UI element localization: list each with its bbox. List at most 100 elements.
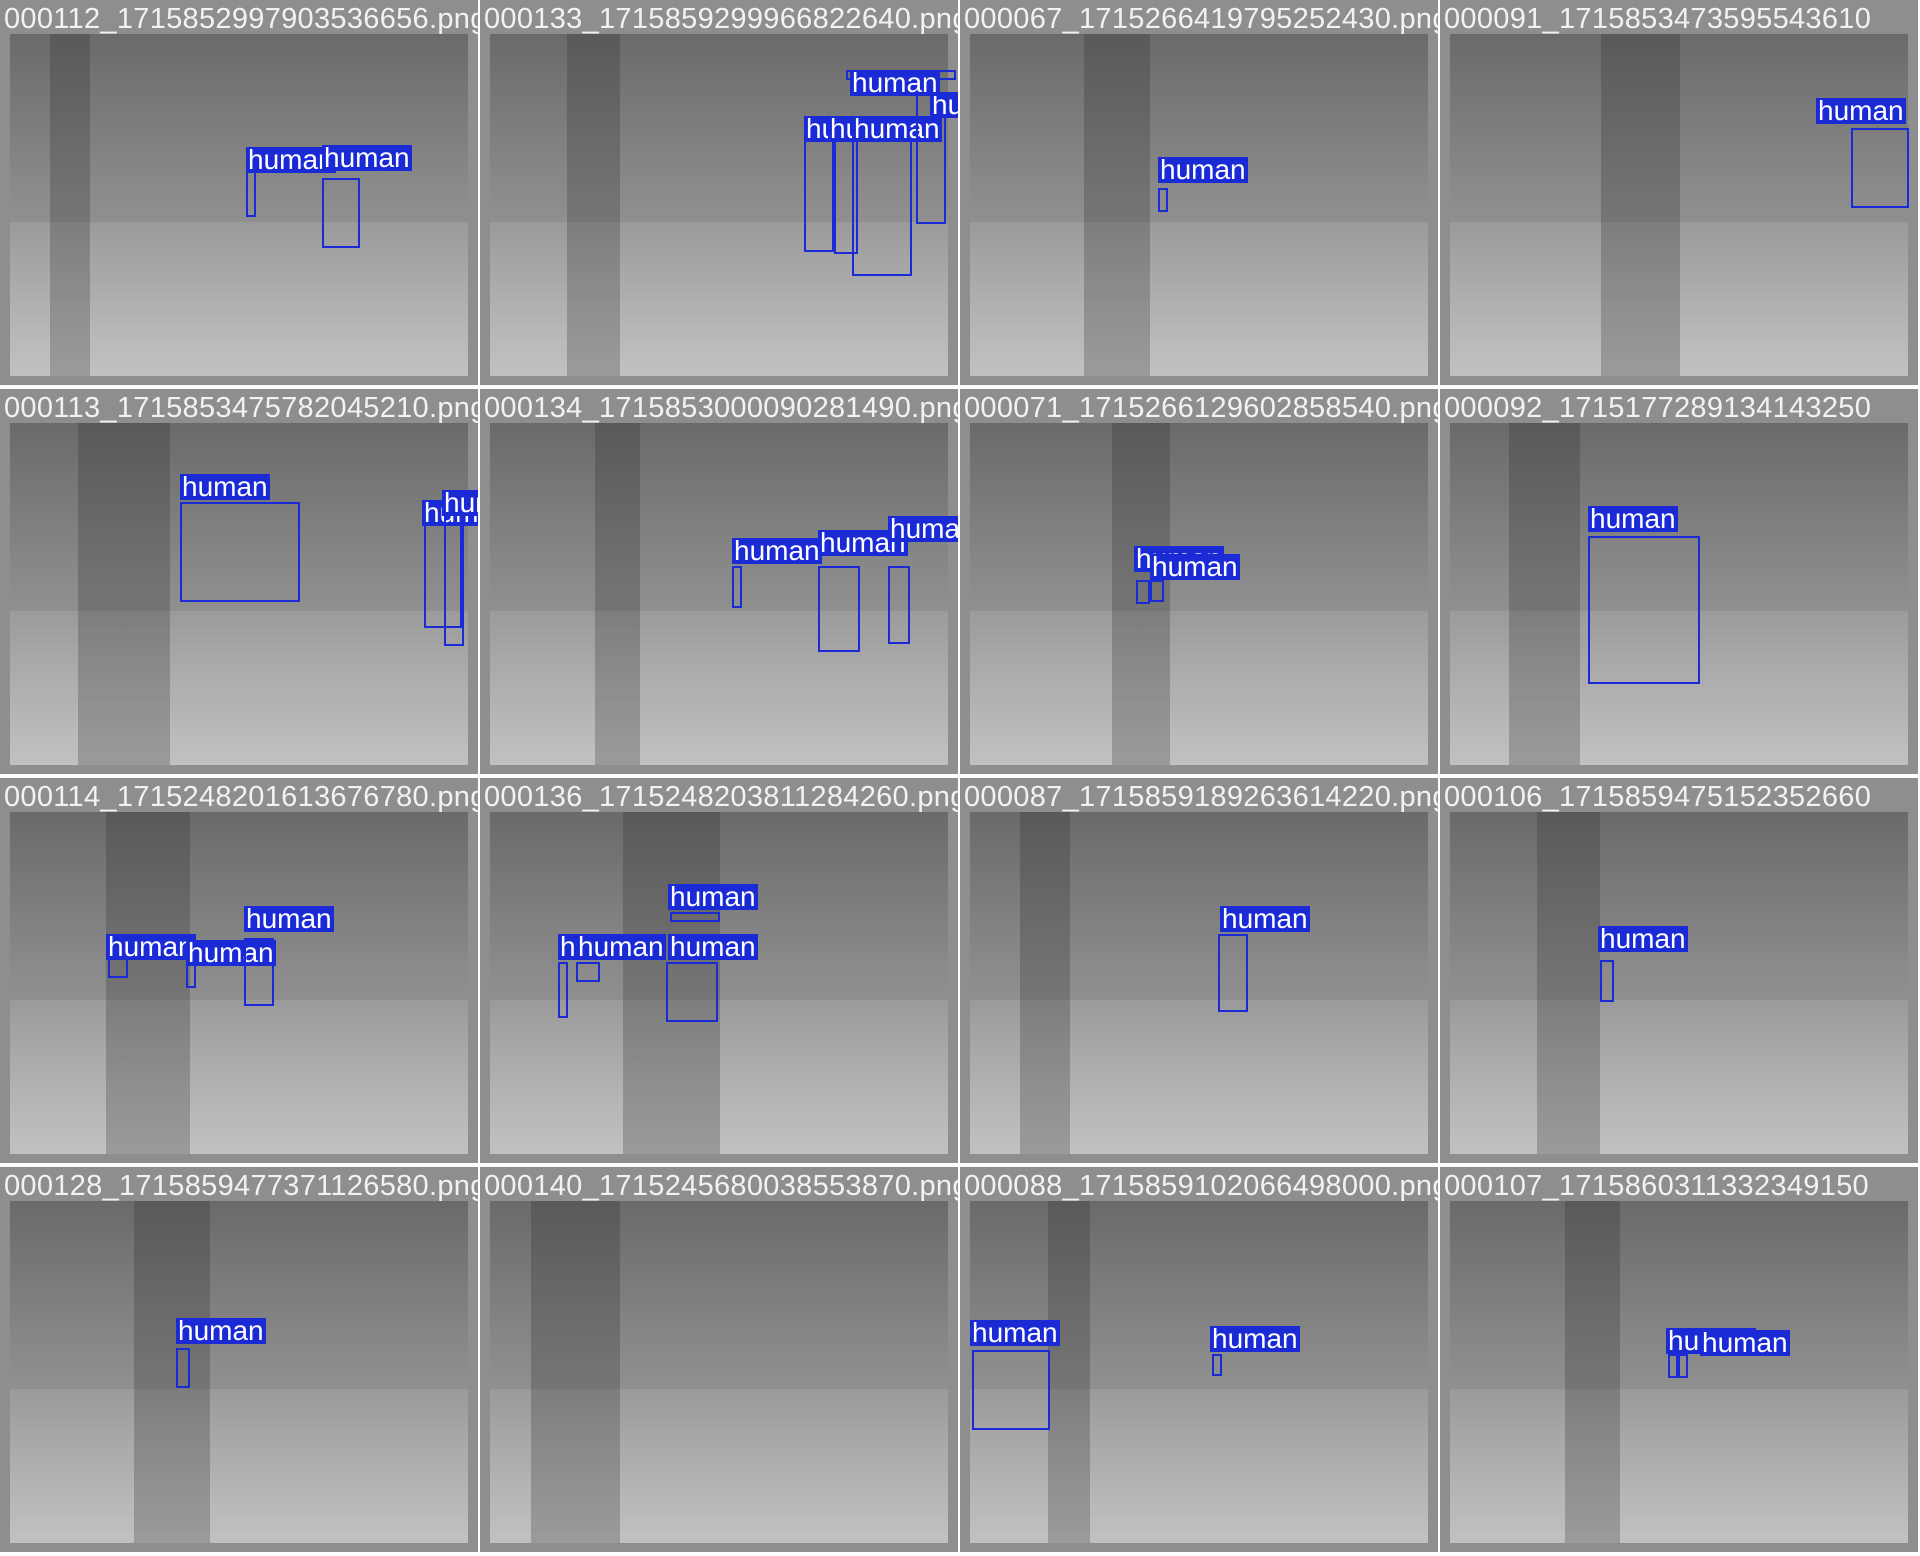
image-tile: 000140_1715245680038553870.png <box>480 1167 958 1552</box>
detection-label: human <box>850 67 940 98</box>
floor-shading <box>970 1000 1428 1154</box>
wall-shading <box>1601 34 1680 376</box>
floor-shading <box>970 611 1428 765</box>
detection-label: human <box>852 113 942 144</box>
bounding-box <box>1851 128 1909 208</box>
wall-shading <box>106 812 190 1154</box>
thermal-frame <box>10 1201 468 1543</box>
bounding-box <box>1588 536 1700 684</box>
tile-caption: 000087_1715859189263614220.png <box>964 781 1438 813</box>
tile-caption: 000106_1715859475152352660 <box>1444 781 1872 813</box>
image-tile: 000134_1715853000090281490.png <box>480 389 958 774</box>
floor-shading <box>490 1000 948 1154</box>
image-tile: 000091_1715853473595543610 <box>1440 0 1918 385</box>
tile-caption: 000133_1715859299966822640.png <box>484 3 958 35</box>
bounding-box <box>244 938 274 1006</box>
thermal-frame <box>490 423 948 765</box>
detection-label: human <box>668 881 758 912</box>
column-separator <box>958 0 960 1556</box>
bounding-box <box>444 506 464 646</box>
image-tile: 000114_1715248201613676780.png <box>0 778 478 1163</box>
bounding-box <box>176 1348 190 1388</box>
image-tile: 000071_1715266129602858540.png <box>960 389 1438 774</box>
image-tile: 000067_1715266419795252430.png <box>960 0 1438 385</box>
detection-label: human <box>732 535 822 566</box>
floor-shading <box>10 222 468 376</box>
detection-label: human <box>180 471 270 502</box>
wall-shading <box>1565 1201 1620 1543</box>
bounding-box <box>1150 580 1164 602</box>
thermal-frame <box>970 812 1428 1154</box>
detection-label: human <box>1700 1327 1790 1358</box>
floor-shading <box>1450 611 1908 765</box>
image-tile: 000107_1715860311332349150 <box>1440 1167 1918 1552</box>
bounding-box <box>1212 1354 1222 1376</box>
bounding-box <box>1678 1354 1688 1378</box>
tile-caption: 000112_1715852997903536656.png <box>4 3 478 35</box>
detection-label: human <box>576 931 666 962</box>
wall-shading <box>134 1201 210 1543</box>
thermal-frame <box>970 34 1428 376</box>
tile-caption: 000071_1715266129602858540.png <box>964 392 1438 424</box>
tile-caption: 000134_1715853000090281490.png <box>484 392 958 424</box>
wall-shading <box>531 1201 620 1543</box>
tile-caption: 000128_1715859477371126580.png <box>4 1170 478 1202</box>
wall-shading <box>50 34 90 376</box>
detection-label: human <box>1150 551 1240 582</box>
detection-label: human <box>186 937 276 968</box>
thermal-frame <box>490 1201 948 1543</box>
detection-label: human <box>1220 903 1310 934</box>
detection-label: human <box>1588 503 1678 534</box>
thermal-frame <box>490 812 948 1154</box>
bounding-box <box>666 962 718 1022</box>
tile-caption: 000114_1715248201613676780.png <box>4 781 478 813</box>
bounding-box <box>888 566 910 644</box>
tile-caption: 000067_1715266419795252430.png <box>964 3 1438 35</box>
image-tile: 000092_1715177289134143250 <box>1440 389 1918 774</box>
image-tile: 000128_1715859477371126580.png <box>0 1167 478 1552</box>
image-tile: 000088_1715859102066498000.png <box>960 1167 1438 1552</box>
detection-label: human <box>322 142 412 173</box>
floor-shading <box>1450 1000 1908 1154</box>
bounding-box <box>576 962 600 982</box>
bounding-box <box>1600 960 1614 1002</box>
wall-shading <box>78 423 170 765</box>
thermal-frame <box>970 423 1428 765</box>
image-tile: 000106_1715859475152352660 <box>1440 778 1918 1163</box>
tile-caption: 000140_1715245680038553870.png <box>484 1170 958 1202</box>
detection-label: human <box>106 931 196 962</box>
row-separator <box>0 1165 1920 1167</box>
wall-shading <box>1048 1201 1090 1543</box>
bounding-box <box>1218 934 1248 1012</box>
bounding-box <box>818 566 860 652</box>
tile-caption: 000113_1715853475782045210.png <box>4 392 478 424</box>
image-tile: 000133_1715859299966822640.png <box>480 0 958 385</box>
detection-label: human <box>668 931 758 962</box>
detection-label: human <box>1158 154 1248 185</box>
row-separator <box>0 776 1920 778</box>
floor-shading <box>490 611 948 765</box>
bounding-box <box>322 178 360 248</box>
floor-shading <box>10 1000 468 1154</box>
thermal-frame <box>10 34 468 376</box>
detection-label: human <box>1210 1323 1300 1354</box>
tile-caption: 000088_1715859102066498000.png <box>964 1170 1438 1202</box>
floor-shading <box>1450 1389 1908 1543</box>
tile-caption: 000091_1715853473595543610 <box>1444 3 1872 35</box>
wall-shading <box>623 812 720 1154</box>
floor-shading <box>10 611 468 765</box>
detection-label: human <box>818 527 908 558</box>
thermal-frame <box>1450 423 1908 765</box>
bounding-box <box>558 962 568 1018</box>
tile-caption: 000136_1715248203811284260.png <box>484 781 958 813</box>
bounding-box <box>972 1350 1050 1430</box>
bounding-box <box>1158 188 1168 212</box>
thermal-frame <box>1450 812 1908 1154</box>
wall-shading <box>1084 34 1150 376</box>
bounding-box <box>670 912 720 922</box>
detection-label: human <box>176 1315 266 1346</box>
column-separator <box>1438 0 1440 1556</box>
wall-shading <box>595 423 640 765</box>
detection-label: human <box>1598 923 1688 954</box>
